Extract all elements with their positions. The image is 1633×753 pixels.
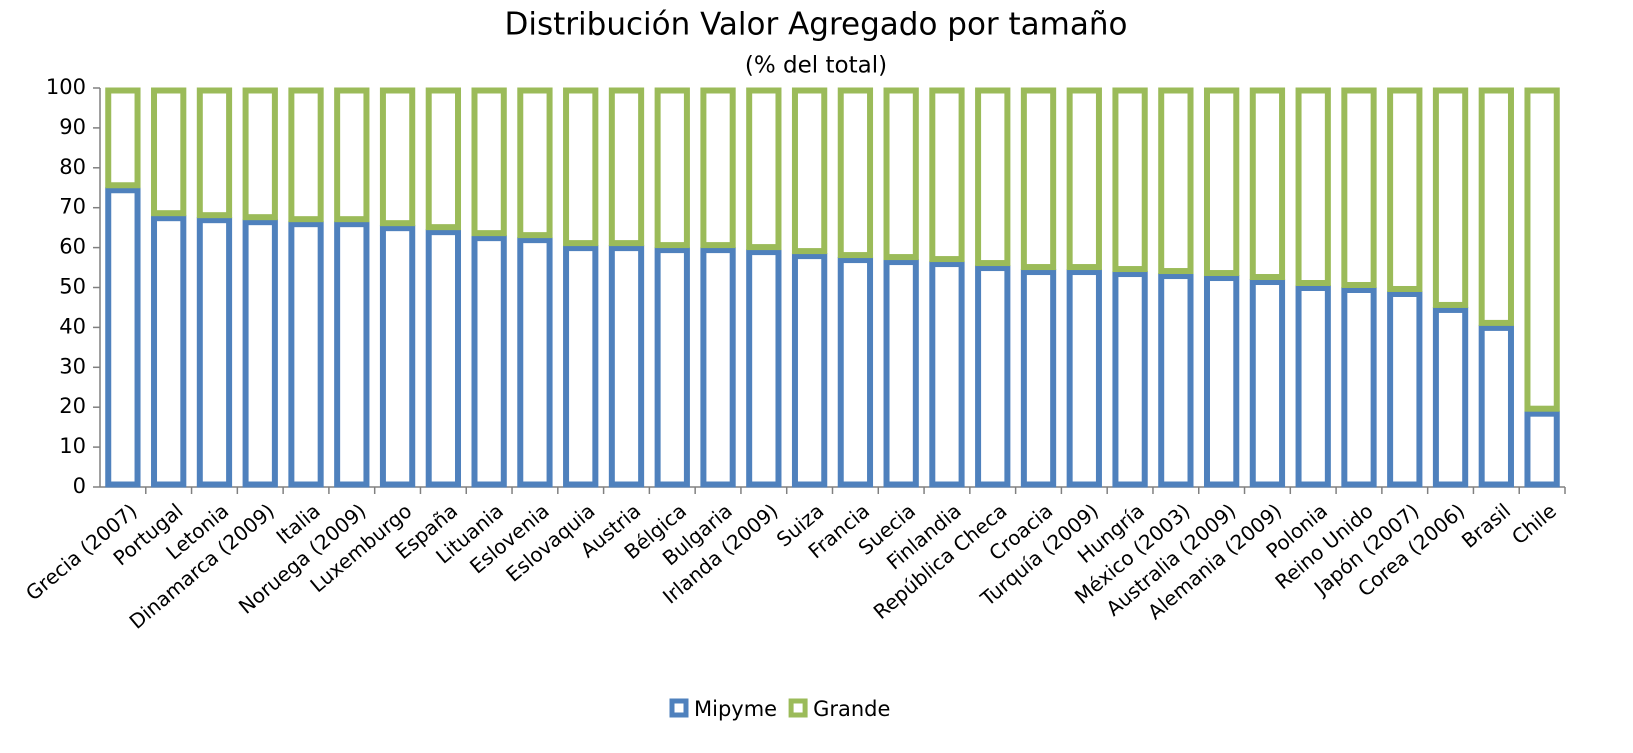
bar-segment xyxy=(1524,87,1560,412)
y-tick-label: 50 xyxy=(59,275,86,299)
bar-segment xyxy=(1066,87,1102,271)
bar-segment xyxy=(746,87,782,251)
bar-segment xyxy=(1112,271,1148,488)
bar-segment xyxy=(1341,87,1377,288)
bar-segment xyxy=(975,265,1011,488)
bar-segment xyxy=(517,87,553,239)
bar-segment xyxy=(288,221,324,488)
y-tick-label: 10 xyxy=(59,434,86,458)
bar-segment xyxy=(1295,87,1331,287)
bar-segment xyxy=(883,87,919,261)
chart-title: Distribución Valor Agregado por tamaño xyxy=(505,7,1128,43)
bar-segment xyxy=(1478,324,1514,488)
chart-subtitle: (% del total) xyxy=(745,53,887,79)
bar-segment xyxy=(105,187,141,488)
bar-segment xyxy=(151,215,187,488)
y-tick-label: 60 xyxy=(59,235,86,259)
bar-segment xyxy=(196,217,233,488)
bar-segment xyxy=(608,245,645,488)
legend-label: Grande xyxy=(813,697,890,721)
y-tick-label: 80 xyxy=(59,155,86,179)
bar-segment xyxy=(837,257,874,488)
bar-segment xyxy=(1432,87,1469,308)
bar-segment xyxy=(837,87,874,259)
bar-segment xyxy=(242,87,278,221)
y-tick-label: 20 xyxy=(59,394,86,418)
bar-segment xyxy=(379,87,416,227)
y-tick-label: 90 xyxy=(59,115,86,139)
bar-segment xyxy=(791,253,828,488)
legend-label: Mipyme xyxy=(694,697,777,721)
bar-segment xyxy=(242,219,278,488)
y-tick-label: 30 xyxy=(59,354,86,378)
bar-segment xyxy=(288,87,324,223)
bar-segment xyxy=(1249,87,1286,281)
bar-segment xyxy=(379,225,416,488)
bar-segment xyxy=(1432,306,1469,488)
bar-segment xyxy=(700,87,736,249)
bar-segment xyxy=(563,87,599,247)
bar-segment xyxy=(563,245,599,488)
bar-segment xyxy=(1158,87,1194,275)
bar-segment xyxy=(608,87,645,247)
bar-segment xyxy=(700,247,736,488)
y-tick-label: 40 xyxy=(59,314,86,338)
bar-segment xyxy=(1478,87,1514,326)
bar-segment xyxy=(196,87,233,219)
bar-segment xyxy=(1203,275,1240,488)
bar-segment xyxy=(654,247,690,488)
y-tick-label: 0 xyxy=(73,474,86,498)
y-tick-label: 70 xyxy=(59,195,86,219)
legend-swatch xyxy=(669,698,689,718)
bar-segment xyxy=(1341,287,1377,488)
bar-segment xyxy=(425,87,462,231)
bar-segment xyxy=(1112,87,1148,273)
bar-segment xyxy=(654,87,690,249)
bar-segment xyxy=(1387,290,1423,488)
x-tick-label: Brasil xyxy=(1457,499,1515,553)
bar-segment xyxy=(791,87,828,255)
bar-segment xyxy=(471,235,507,488)
bar-segment xyxy=(334,221,370,488)
bar-segment xyxy=(1203,87,1240,277)
bar-segment xyxy=(517,237,553,488)
bar-segment xyxy=(471,87,507,237)
bar-segment xyxy=(1020,87,1057,271)
bar-segment xyxy=(746,249,782,488)
bar-segment xyxy=(334,87,370,223)
bar-segment xyxy=(425,229,462,488)
bar-segment xyxy=(929,261,965,488)
bar-segment xyxy=(975,87,1011,267)
bar-segment xyxy=(151,87,187,217)
bar-segment xyxy=(929,87,965,263)
bar-segment xyxy=(1295,285,1331,488)
bar-segment xyxy=(1020,269,1057,488)
bar-segment xyxy=(1066,269,1102,488)
legend-swatch xyxy=(788,698,808,718)
x-tick-label: Chile xyxy=(1507,499,1561,550)
bar-segment xyxy=(105,87,141,189)
bar-segment xyxy=(1158,273,1194,488)
y-tick-label: 100 xyxy=(46,75,86,99)
bar-segment xyxy=(883,259,919,488)
bar-segment xyxy=(1249,279,1286,488)
bar-segment xyxy=(1387,87,1423,292)
bar-segment xyxy=(1524,410,1560,488)
